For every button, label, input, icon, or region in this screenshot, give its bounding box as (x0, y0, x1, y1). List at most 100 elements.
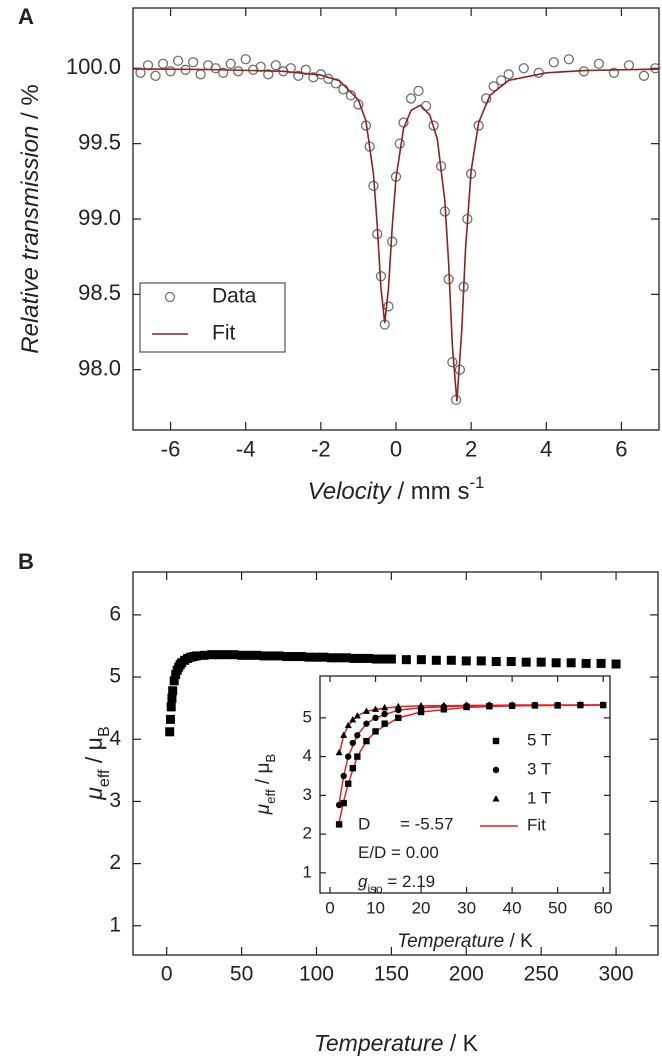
marker (596, 658, 606, 668)
marker (536, 657, 546, 667)
label-part: B (95, 726, 113, 737)
x-tick-label: 60 (594, 899, 613, 918)
marker (335, 748, 343, 756)
marker (518, 63, 529, 74)
marker (381, 720, 388, 727)
label-part: μ (253, 803, 274, 815)
label-part: Temperature (397, 931, 504, 952)
marker (334, 653, 344, 663)
marker (440, 701, 448, 709)
y-tick-label: 3 (109, 789, 121, 812)
marker (349, 653, 359, 663)
marker (354, 732, 361, 739)
marker (416, 655, 426, 665)
x-tick-label: -6 (161, 437, 181, 462)
marker (169, 676, 179, 686)
marker (548, 57, 559, 68)
y-tick-label: 98.0 (78, 356, 121, 381)
marker (270, 60, 281, 71)
x-tick-label: 100 (299, 962, 334, 985)
marker (503, 69, 514, 80)
marker (563, 54, 574, 65)
x-axis-label: Temperature / K (397, 931, 533, 952)
marker (210, 63, 221, 74)
marker (167, 693, 177, 703)
y-axis-label: μeff / μB (253, 754, 278, 816)
marker (566, 658, 576, 668)
marker (252, 650, 262, 660)
label-part: -1 (469, 473, 484, 492)
marker (461, 656, 471, 666)
marker (611, 659, 621, 669)
marker (349, 765, 356, 772)
x-tick-label: 20 (412, 899, 431, 918)
y-tick-label: 3 (303, 785, 312, 804)
marker (638, 70, 650, 81)
y-tick-label: 5 (303, 707, 312, 726)
y-tick-label: 4 (303, 746, 312, 765)
marker (492, 737, 500, 745)
marker (447, 357, 458, 368)
marker (372, 728, 379, 735)
marker (363, 737, 370, 745)
y-tick-label: 100.0 (66, 54, 121, 79)
marker (431, 655, 441, 665)
annotation: giso = 2.19 (358, 872, 435, 896)
label-part: Temperature (314, 1030, 444, 1056)
marker (650, 63, 661, 74)
marker (192, 651, 202, 661)
marker (187, 57, 199, 68)
label-part: B (263, 754, 278, 763)
y-tick-label: 6 (109, 602, 121, 625)
marker (150, 70, 161, 81)
legend-label: 5 T (527, 730, 551, 749)
marker (508, 701, 516, 708)
marker (199, 650, 209, 660)
marker (521, 657, 531, 667)
label-part: Relative transmission (17, 126, 44, 354)
marker (576, 701, 584, 708)
marker (319, 652, 329, 662)
marker (506, 657, 516, 667)
legend-label: Fit (527, 815, 546, 834)
marker (345, 753, 352, 760)
marker (593, 58, 605, 69)
y-tick-label: 99.5 (78, 129, 121, 154)
marker (362, 707, 370, 714)
marker (417, 708, 425, 716)
marker (381, 710, 388, 718)
marker (476, 656, 486, 666)
label-part: / mm s (391, 478, 470, 505)
label-part: Velocity (308, 478, 393, 505)
marker (274, 651, 284, 661)
marker (446, 655, 456, 665)
label-part: μ (81, 787, 107, 801)
marker (166, 702, 176, 712)
marker (417, 701, 425, 709)
marker (608, 67, 620, 78)
x-tick-label: 2 (465, 437, 477, 462)
marker (165, 727, 175, 737)
marker (225, 58, 236, 69)
x-tick-label: 4 (540, 437, 552, 462)
x-tick-label: 0 (161, 962, 173, 985)
marker (340, 731, 348, 738)
marker (207, 650, 217, 660)
x-tick-label: 300 (599, 962, 634, 985)
panel-label: B (18, 549, 34, 574)
marker (340, 799, 347, 807)
marker (289, 652, 299, 662)
x-tick-label: 0 (325, 899, 334, 918)
marker (345, 90, 357, 101)
marker (340, 772, 347, 780)
label-part: E/D = 0.00 (358, 843, 439, 862)
annotation: D (358, 814, 370, 833)
marker (345, 780, 352, 787)
annotation: = -5.57 (400, 814, 453, 833)
marker (263, 69, 274, 80)
marker (304, 652, 314, 662)
label-part: / μ (253, 763, 274, 790)
marker (326, 653, 336, 663)
